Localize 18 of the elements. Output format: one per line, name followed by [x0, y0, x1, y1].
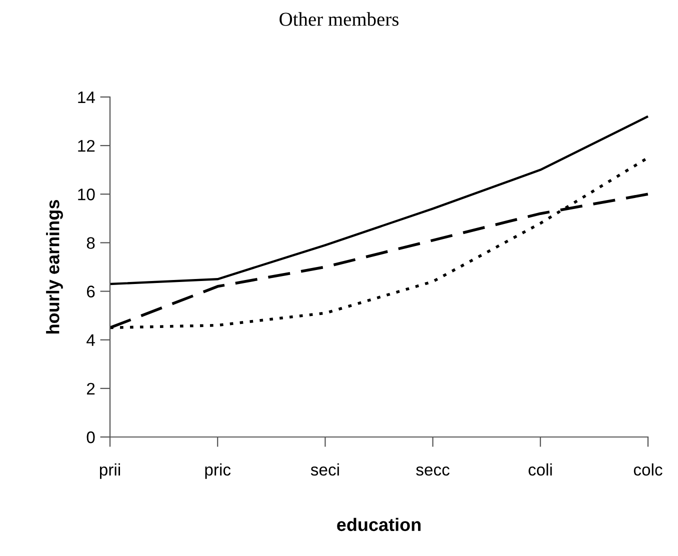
line-series: [108, 115, 650, 286]
y-tick-label: 14: [78, 92, 95, 104]
y-tick-label: 8: [86, 237, 95, 249]
x-tick-label: colc: [634, 463, 662, 476]
y-tick-label: 10: [78, 188, 95, 200]
y-tick-label: 4: [86, 334, 95, 346]
y-tick-label: 12: [78, 140, 95, 152]
x-tick-label: secc: [416, 466, 450, 476]
y-tick-label: 6: [86, 286, 95, 298]
x-tick-label: coli: [528, 463, 552, 476]
x-tick-label: pric: [205, 463, 231, 479]
x-tick-label: prii: [100, 463, 120, 479]
chart-title: Other members: [280, 12, 398, 26]
y-axis-title: hourly earnings: [46, 200, 63, 334]
x-tick-label: seci: [310, 463, 339, 476]
y-tick-label: 2: [86, 382, 95, 394]
y-tick-label: 0: [86, 431, 95, 444]
x-axis-title: education: [337, 518, 421, 532]
